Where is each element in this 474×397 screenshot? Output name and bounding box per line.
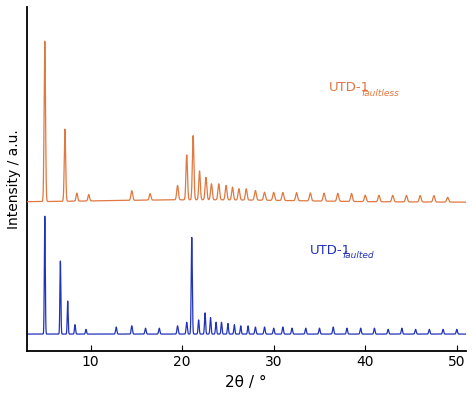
Text: UTD-1: UTD-1: [328, 81, 370, 94]
Y-axis label: Intensity / a.u.: Intensity / a.u.: [7, 129, 21, 229]
X-axis label: 2θ / °: 2θ / °: [226, 375, 267, 390]
Text: faultless: faultless: [361, 89, 399, 98]
Text: UTD-1: UTD-1: [310, 244, 351, 257]
Text: faulted: faulted: [343, 251, 374, 260]
